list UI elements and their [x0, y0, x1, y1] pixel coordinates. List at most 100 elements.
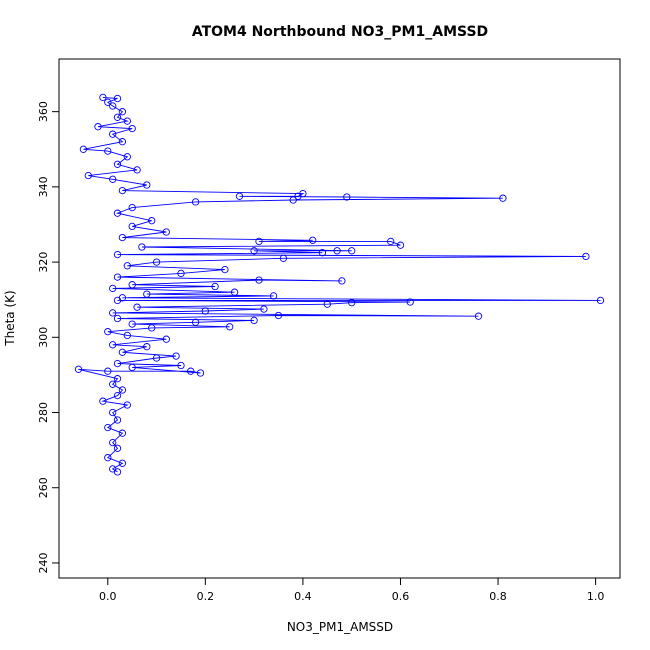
- data-point: [118, 233, 127, 242]
- data-point: [79, 145, 88, 153]
- data-point: [279, 254, 288, 262]
- x-tick-label: 0.0: [99, 590, 117, 603]
- data-point: [128, 222, 136, 231]
- data-point: [318, 249, 327, 257]
- data-point: [113, 113, 122, 121]
- data-point: [104, 328, 112, 336]
- data-point: [109, 284, 117, 293]
- data-point: [582, 252, 590, 261]
- data-point: [596, 296, 605, 305]
- data-point: [191, 318, 200, 326]
- data-point: [118, 429, 127, 437]
- data-point: [260, 305, 268, 313]
- data-point: [338, 277, 346, 285]
- data-point: [118, 108, 127, 116]
- y-tick-label: 280: [37, 402, 50, 423]
- data-point: [148, 324, 156, 332]
- data-point: [230, 288, 239, 296]
- data-point: [133, 166, 141, 174]
- data-point: [123, 331, 131, 340]
- data-point: [113, 444, 122, 452]
- data-point: [133, 303, 141, 311]
- y-tick-label: 320: [37, 252, 50, 273]
- data-point: [499, 194, 507, 202]
- data-point: [143, 290, 151, 298]
- data-point: [113, 416, 122, 424]
- data-point: [143, 181, 151, 189]
- data-point: [138, 243, 146, 251]
- data-point: [289, 196, 297, 204]
- data-point: [109, 130, 117, 138]
- data-point: [74, 365, 83, 373]
- data-point: [118, 348, 127, 356]
- data-point: [387, 237, 395, 246]
- data-point: [99, 397, 107, 405]
- data-point: [113, 314, 122, 323]
- data-point: [123, 262, 131, 270]
- data-point: [123, 117, 131, 125]
- data-point: [348, 247, 356, 255]
- data-point: [250, 247, 258, 255]
- y-axis-label: Theta (K): [3, 290, 17, 346]
- data-point: [113, 94, 122, 103]
- x-tick-label: 0.4: [294, 590, 312, 603]
- data-point: [104, 147, 112, 155]
- data-point: [474, 312, 483, 320]
- data-point: [113, 375, 122, 383]
- data-point: [109, 309, 117, 317]
- data-point: [128, 203, 136, 212]
- y-tick-label: 340: [37, 176, 50, 197]
- y-tick-label: 300: [37, 327, 50, 348]
- data-point: [255, 237, 263, 246]
- data-point: [255, 276, 263, 284]
- data-point: [309, 236, 317, 244]
- data-point: [274, 311, 283, 320]
- y-tick-label: 360: [37, 101, 50, 122]
- data-point: [191, 198, 200, 206]
- data-point: [118, 186, 127, 195]
- data-point: [113, 160, 122, 168]
- data-point: [250, 316, 258, 325]
- data-point: [172, 352, 180, 360]
- x-tick-label: 0.2: [197, 590, 215, 603]
- data-point: [177, 361, 185, 370]
- data-point: [113, 359, 122, 368]
- data-point: [104, 367, 112, 375]
- data-point: [196, 369, 205, 377]
- data-point: [323, 300, 331, 308]
- data-point: [113, 273, 122, 281]
- data-point: [104, 423, 112, 432]
- data-point: [187, 367, 195, 375]
- data-point: [113, 391, 122, 400]
- data-point: [109, 102, 117, 110]
- data-point: [128, 124, 136, 133]
- y-tick-label: 240: [37, 552, 50, 573]
- data-point: [211, 282, 219, 291]
- data-point: [94, 123, 102, 131]
- data-point: [406, 298, 414, 306]
- data-point: [177, 269, 185, 278]
- data-point: [148, 217, 156, 225]
- data-point: [109, 380, 117, 388]
- data-point: [118, 138, 127, 146]
- data-point: [128, 363, 136, 372]
- data-point: [162, 335, 170, 343]
- y-axis: 240 260 280 300 320 340 360: [37, 101, 60, 573]
- data-point: [118, 294, 127, 302]
- data-point: [162, 228, 170, 236]
- data-point: [109, 175, 117, 183]
- data-point: [104, 454, 112, 462]
- data-point: [109, 341, 117, 349]
- data-point: [99, 93, 107, 102]
- data-point: [109, 408, 117, 417]
- data-point: [348, 299, 356, 307]
- data-point: [128, 281, 136, 289]
- x-tick-label: 0.6: [392, 590, 410, 603]
- data-point: [269, 292, 278, 300]
- data-point: [118, 386, 127, 394]
- x-axis: 0.0 0.2 0.4 0.6 0.8 1.0: [99, 577, 604, 603]
- y-tick-label: 260: [37, 477, 50, 498]
- data-point: [152, 354, 161, 362]
- data-point: [109, 438, 117, 447]
- data-point: [333, 247, 341, 255]
